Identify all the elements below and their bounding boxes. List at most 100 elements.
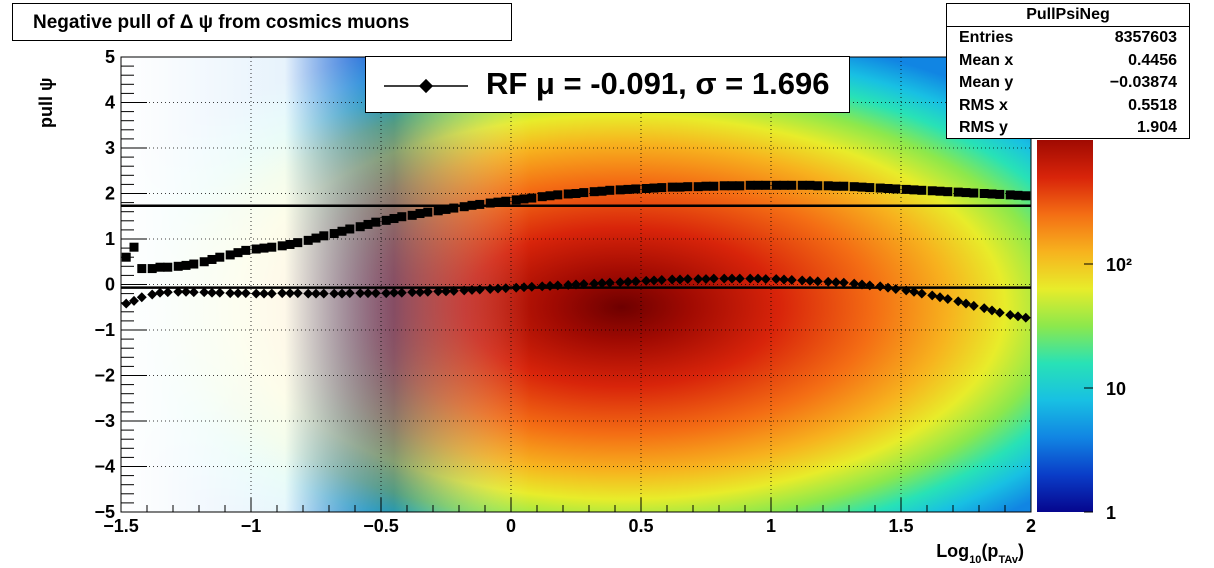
square-marker bbox=[329, 229, 339, 239]
square-marker bbox=[189, 259, 199, 269]
diamond-marker bbox=[753, 273, 763, 284]
square-marker bbox=[771, 180, 781, 190]
square-marker bbox=[745, 180, 755, 190]
diamond-marker bbox=[708, 273, 719, 284]
diamond-marker bbox=[162, 287, 173, 298]
title-box: Negative pull of Δ ψ from cosmics muons bbox=[12, 3, 512, 41]
square-marker bbox=[563, 189, 573, 199]
square-marker bbox=[163, 262, 173, 272]
stats-row: Entries 8357603 bbox=[959, 29, 1177, 46]
square-marker bbox=[623, 184, 633, 194]
square-marker bbox=[987, 189, 997, 199]
diamond-marker bbox=[448, 285, 459, 296]
z-tick-label: 10 bbox=[1106, 379, 1126, 399]
square-marker bbox=[961, 188, 971, 198]
x-tick-label: 0.5 bbox=[628, 516, 653, 536]
diamond-marker bbox=[630, 276, 641, 287]
y-tick-label: 4 bbox=[105, 93, 115, 113]
square-marker bbox=[943, 187, 953, 197]
diamond-marker bbox=[467, 285, 477, 295]
y-tick-label: −2 bbox=[94, 366, 115, 386]
square-marker bbox=[311, 233, 321, 243]
square-marker bbox=[779, 180, 789, 190]
square-marker bbox=[579, 188, 589, 198]
square-marker bbox=[519, 194, 529, 204]
square-marker bbox=[433, 206, 443, 216]
diamond-marker bbox=[266, 288, 277, 299]
diamond-marker bbox=[188, 287, 199, 298]
square-marker bbox=[267, 242, 277, 252]
square-marker bbox=[371, 217, 381, 227]
diamond-marker bbox=[500, 283, 511, 294]
diamond-marker bbox=[147, 289, 158, 300]
square-marker bbox=[831, 181, 841, 191]
x-tick-label: −1 bbox=[241, 516, 262, 536]
diamond-marker bbox=[415, 287, 425, 298]
diamond-marker bbox=[667, 274, 678, 285]
square-marker bbox=[813, 181, 823, 191]
square-marker bbox=[667, 182, 677, 192]
y-tick-label: −1 bbox=[94, 320, 115, 340]
square-marker bbox=[701, 181, 711, 191]
diamond-marker bbox=[615, 277, 626, 288]
square-marker bbox=[1005, 190, 1015, 200]
z-tick-label: 1 bbox=[1106, 503, 1116, 523]
square-marker bbox=[355, 222, 365, 232]
square-marker bbox=[553, 190, 563, 200]
legend-marker-sample bbox=[384, 78, 468, 94]
x-tick-label: 2 bbox=[1026, 516, 1036, 536]
diamond-marker bbox=[857, 279, 867, 290]
y-tick-label: 2 bbox=[105, 184, 115, 204]
square-marker bbox=[277, 241, 287, 251]
diamond-marker bbox=[571, 279, 581, 290]
x-tick-label: −0.5 bbox=[363, 516, 399, 536]
stats-row: Mean x 0.4456 bbox=[959, 51, 1177, 69]
diamond-marker bbox=[381, 288, 392, 299]
square-marker bbox=[597, 186, 607, 196]
diamond-marker bbox=[927, 290, 938, 301]
square-marker bbox=[407, 210, 417, 220]
diamond-marker bbox=[363, 288, 373, 299]
square-marker bbox=[917, 185, 927, 195]
diamond-marker bbox=[701, 274, 711, 284]
square-marker bbox=[571, 189, 581, 198]
square-marker bbox=[693, 182, 703, 192]
diamond-marker bbox=[968, 300, 979, 311]
diamond-marker bbox=[389, 287, 399, 298]
square-marker bbox=[883, 183, 893, 193]
square-marker bbox=[207, 254, 217, 264]
diamond-marker bbox=[812, 276, 823, 287]
y-tick-label: 0 bbox=[105, 275, 115, 295]
square-marker bbox=[649, 183, 659, 193]
diamond-marker bbox=[909, 286, 919, 297]
x-tick-label: −1.5 bbox=[103, 516, 139, 536]
square-marker bbox=[397, 212, 407, 222]
square-marker bbox=[615, 185, 625, 195]
diamond-marker bbox=[771, 274, 782, 284]
square-marker bbox=[849, 182, 859, 192]
square-marker bbox=[155, 262, 165, 272]
square-marker bbox=[797, 180, 807, 190]
diamond-marker bbox=[240, 288, 251, 299]
y-tick-label: −4 bbox=[94, 457, 115, 477]
square-marker bbox=[337, 226, 347, 236]
diamond-marker bbox=[329, 288, 340, 299]
square-marker bbox=[423, 207, 433, 217]
diamond-marker bbox=[459, 285, 470, 296]
y-axis-label: pull ψ bbox=[36, 77, 56, 128]
square-marker bbox=[891, 184, 901, 194]
square-marker bbox=[1021, 191, 1031, 201]
diamond-marker bbox=[1005, 310, 1016, 320]
diamond-marker bbox=[693, 274, 704, 284]
profile-markers bbox=[121, 180, 1031, 323]
diamond-marker bbox=[181, 286, 191, 297]
square-marker bbox=[259, 243, 269, 253]
diamond-marker bbox=[285, 288, 295, 299]
diamond-marker bbox=[864, 280, 875, 291]
diamond-marker bbox=[511, 282, 522, 293]
square-marker bbox=[537, 192, 547, 202]
square-marker bbox=[215, 252, 225, 262]
square-marker bbox=[953, 187, 963, 197]
diamond-marker bbox=[493, 283, 503, 294]
diamond-marker bbox=[441, 286, 451, 297]
